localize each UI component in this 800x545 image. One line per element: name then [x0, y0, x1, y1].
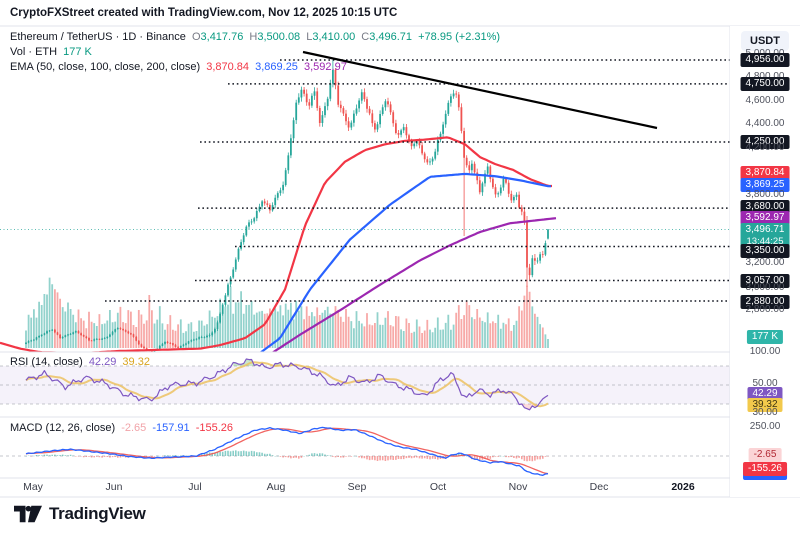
tradingview-wordmark: TradingView [49, 504, 146, 523]
macd-histogram-down [30, 456, 549, 462]
price-scale-unit-button[interactable]: USDT [741, 31, 789, 51]
price-scale-tick: 100.00 [749, 346, 781, 357]
ema-legend: EMA (50, close, 100, close, 200, close) … [10, 61, 350, 73]
macd-pane [0, 426, 730, 476]
price-scale-tick: 50.00 [752, 378, 778, 389]
level-price-label: 3,057.00 [740, 274, 790, 288]
ema200-price-label: 3,592.97 [740, 211, 790, 225]
symbol-title: Ethereum / TetherUS · 1D · Binance [10, 31, 186, 43]
rsima-price-label: 39.32 [747, 398, 783, 412]
macd-line-value: -157.91 [152, 422, 190, 434]
time-axis-label: May [23, 481, 43, 493]
time-axis-label: Sep [347, 481, 367, 493]
tradingview-attribution[interactable]: TradingView [14, 503, 146, 525]
time-axis-label: Aug [266, 481, 286, 493]
page-title: CryptoFXStreet created with TradingView.… [10, 7, 398, 19]
low-label: L [306, 31, 313, 43]
ema50-price-label: 3,870.84 [740, 166, 790, 180]
price-scale-tick: 250.00 [749, 421, 781, 432]
descending-trendline[interactable] [302, 50, 658, 130]
price-scale[interactable]: USDT 5,000.004,956.004,800.004,750.004,6… [730, 26, 800, 497]
vol-price-label: 177 K [746, 330, 784, 344]
volume-bars-up [25, 277, 549, 348]
macd-signal-value: -155.26 [195, 422, 234, 434]
price-scale-tick: 2,800.00 [745, 304, 785, 315]
price-scale-tick: 4,800.00 [746, 71, 785, 83]
ema100-value: 3,869.25 [255, 61, 298, 73]
ema200-line [271, 217, 557, 352]
close-value: 3,496.71 [369, 31, 413, 43]
level-price-label: 4,956.00 [740, 53, 790, 67]
signal-price-label: -155.26 [743, 462, 787, 476]
ema50-value: 3,870.84 [206, 61, 250, 73]
close-label: C [361, 31, 370, 43]
time-axis-label: Dec [589, 481, 609, 493]
rsi-line [25, 358, 549, 411]
rsi-legend: RSI (14, close) 42.29 39.32 [10, 356, 153, 368]
time-axis-label: Oct [429, 481, 447, 493]
time-axis-label: 2026 [671, 481, 695, 493]
macd-label: MACD (12, 26, close) [10, 422, 116, 434]
macd-hist-value: -2.65 [121, 422, 147, 434]
open-label: O [191, 31, 201, 43]
price-scale-tick: 3,200.00 [745, 257, 785, 268]
level-price-label: 4,250.00 [740, 135, 790, 149]
high-value: 3,500.08 [257, 31, 301, 43]
level-price-label: 2,880.00 [740, 295, 790, 309]
rsi-label: RSI (14, close) [10, 356, 83, 368]
low-value: 3,410.00 [312, 31, 356, 43]
price-pane [0, 60, 557, 352]
level-price-label: 3,680.00 [740, 200, 790, 214]
macd-signal-line [25, 427, 549, 475]
rsi-ma-value: 39.32 [122, 356, 150, 368]
macd-line [25, 426, 549, 476]
price-scale-tick: 4,400.00 [745, 118, 785, 129]
candle-bodies-up [25, 69, 549, 352]
ema-label: EMA (50, close, 100, close, 200, close) [10, 61, 201, 73]
level-price-label: 4,750.00 [740, 77, 790, 91]
rsi-price-label: 42.29 [747, 387, 783, 401]
ema100-price-label: 3,869.25 [740, 178, 790, 192]
symbol-legend: Ethereum / TetherUS · 1D · Binance O3,41… [10, 31, 503, 43]
macd-legend: MACD (12, 26, close) -2.65 -157.91 -155.… [10, 422, 236, 434]
open-value: 3,417.76 [200, 31, 244, 43]
rsi-value: 42.29 [88, 356, 117, 368]
volume-label: Vol · ETH [10, 46, 58, 58]
level-price-label: 3,350.00 [740, 244, 790, 258]
price-scale-tick: 4,200.00 [745, 142, 785, 153]
price-scale-tick: 3,800.00 [745, 189, 785, 200]
time-axis-label: Nov [508, 481, 528, 493]
price-scale-tick: 3,000.00 [745, 282, 785, 293]
tradingview-logo-icon [14, 505, 42, 523]
time-axis-label: Jul [188, 481, 202, 493]
high-label: H [249, 31, 258, 43]
volume-bars-down [54, 285, 544, 348]
volume-value: 177 K [63, 46, 92, 58]
time-axis-label: Jun [105, 481, 123, 493]
ema100-line [259, 172, 551, 352]
price-scale-tick: 30.00 [752, 407, 778, 418]
rsi-pane [0, 358, 730, 411]
price-scale-tick: 4,600.00 [745, 95, 785, 106]
volume-legend: Vol · ETH 177 K [10, 46, 95, 58]
change-value: +78.95 (+2.31%) [418, 31, 501, 43]
hist-price-label: -2.65 [748, 448, 782, 462]
ema200-value: 3,592.97 [304, 61, 347, 73]
rsi-oversold-fill [519, 404, 538, 410]
